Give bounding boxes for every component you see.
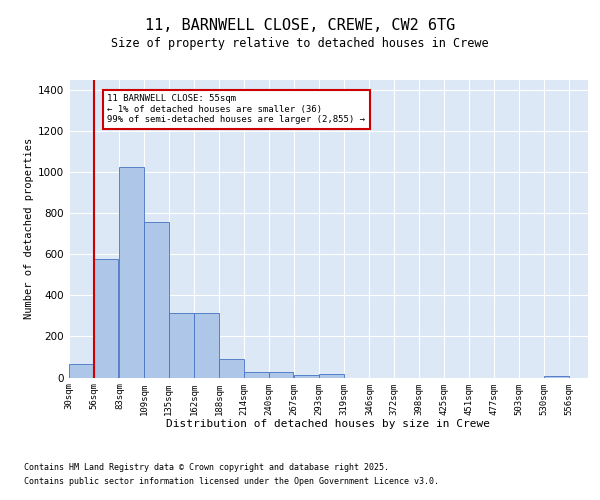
Bar	[544, 376, 569, 378]
Bar	[94, 258, 118, 378]
Bar	[169, 313, 194, 378]
Y-axis label: Number of detached properties: Number of detached properties	[24, 138, 34, 320]
Bar	[269, 372, 293, 378]
Text: Size of property relative to detached houses in Crewe: Size of property relative to detached ho…	[111, 38, 489, 51]
Bar	[319, 374, 344, 378]
Text: 11 BARNWELL CLOSE: 55sqm
← 1% of detached houses are smaller (36)
99% of semi-de: 11 BARNWELL CLOSE: 55sqm ← 1% of detache…	[107, 94, 365, 124]
Bar	[119, 167, 144, 378]
Bar	[144, 222, 169, 378]
Bar	[69, 364, 94, 378]
Bar	[194, 313, 219, 378]
Bar	[244, 372, 269, 378]
Text: 11, BARNWELL CLOSE, CREWE, CW2 6TG: 11, BARNWELL CLOSE, CREWE, CW2 6TG	[145, 18, 455, 32]
Bar	[219, 359, 244, 378]
Text: Contains public sector information licensed under the Open Government Licence v3: Contains public sector information licen…	[24, 478, 439, 486]
Text: Contains HM Land Registry data © Crown copyright and database right 2025.: Contains HM Land Registry data © Crown c…	[24, 462, 389, 471]
Bar	[294, 376, 319, 378]
X-axis label: Distribution of detached houses by size in Crewe: Distribution of detached houses by size …	[167, 419, 491, 429]
